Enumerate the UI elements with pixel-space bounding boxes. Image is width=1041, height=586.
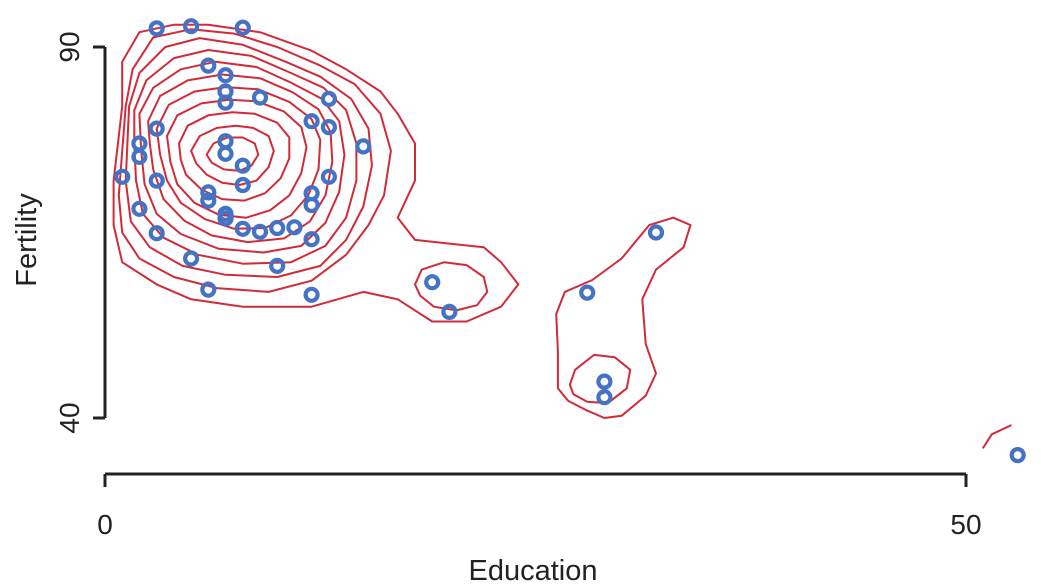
- contour-line-13: [568, 353, 632, 405]
- data-point-42: [647, 224, 665, 241]
- data-point-1: [183, 18, 200, 35]
- contour-line-8: [178, 111, 291, 202]
- data-point-23: [200, 192, 217, 209]
- data-point-34: [303, 231, 320, 248]
- contour-line-1: [117, 28, 392, 293]
- data-point-19: [148, 172, 165, 189]
- y-tick-label-90: 90: [54, 31, 85, 62]
- data-point-3: [200, 57, 217, 74]
- contour-line-11: [414, 261, 489, 312]
- data-point-15: [217, 145, 234, 162]
- data-point-13: [131, 148, 148, 165]
- data-point-33: [148, 225, 165, 242]
- data-point-0: [148, 20, 165, 37]
- data-point-21: [320, 168, 337, 185]
- data-point-7: [251, 89, 269, 106]
- data-point-2: [234, 19, 251, 36]
- contour-line-3: [133, 49, 358, 265]
- data-point-39: [424, 274, 441, 291]
- data-point-40: [441, 303, 458, 320]
- data-point-10: [320, 118, 337, 136]
- data-point-28: [217, 210, 234, 227]
- data-point-14: [217, 133, 234, 150]
- density-contours: [112, 23, 1012, 449]
- data-point-43: [596, 373, 613, 390]
- data-point-29: [234, 220, 251, 237]
- data-point-44: [596, 389, 613, 406]
- contour-line-2: [124, 37, 373, 278]
- data-point-17: [234, 157, 251, 174]
- x-axis-title: Education: [469, 555, 598, 586]
- y-axis-title: Fertility: [11, 193, 43, 287]
- data-point-30: [251, 223, 269, 240]
- data-point-11: [148, 120, 165, 137]
- contour-line-12: [555, 216, 692, 419]
- data-point-35: [183, 250, 200, 267]
- data-point-8: [320, 90, 337, 108]
- contour-line-10: [205, 136, 260, 172]
- data-point-22: [200, 184, 217, 201]
- data-point-25: [303, 196, 320, 214]
- data-point-45: [1009, 447, 1026, 464]
- x-tick-label-50: 50: [950, 509, 981, 540]
- x-tick-label-0: 0: [97, 509, 113, 540]
- data-point-31: [269, 219, 286, 237]
- contour-line-15: [982, 424, 1012, 449]
- data-point-16: [355, 138, 372, 155]
- contour-line-5: [147, 73, 334, 244]
- contour-line-9: [190, 124, 275, 186]
- data-point-18: [114, 168, 131, 185]
- scatter-points: [114, 18, 1026, 464]
- data-point-12: [131, 135, 148, 152]
- data-point-6: [217, 94, 234, 111]
- data-point-9: [303, 113, 320, 130]
- y-tick-label-40: 40: [54, 402, 85, 433]
- data-point-32: [286, 219, 303, 236]
- data-point-41: [579, 284, 596, 301]
- data-point-26: [131, 200, 148, 217]
- contour-line-0: [112, 23, 520, 323]
- data-point-4: [217, 67, 234, 84]
- data-point-20: [234, 176, 251, 194]
- data-point-38: [303, 286, 320, 303]
- data-point-36: [269, 257, 286, 274]
- data-point-37: [200, 281, 217, 298]
